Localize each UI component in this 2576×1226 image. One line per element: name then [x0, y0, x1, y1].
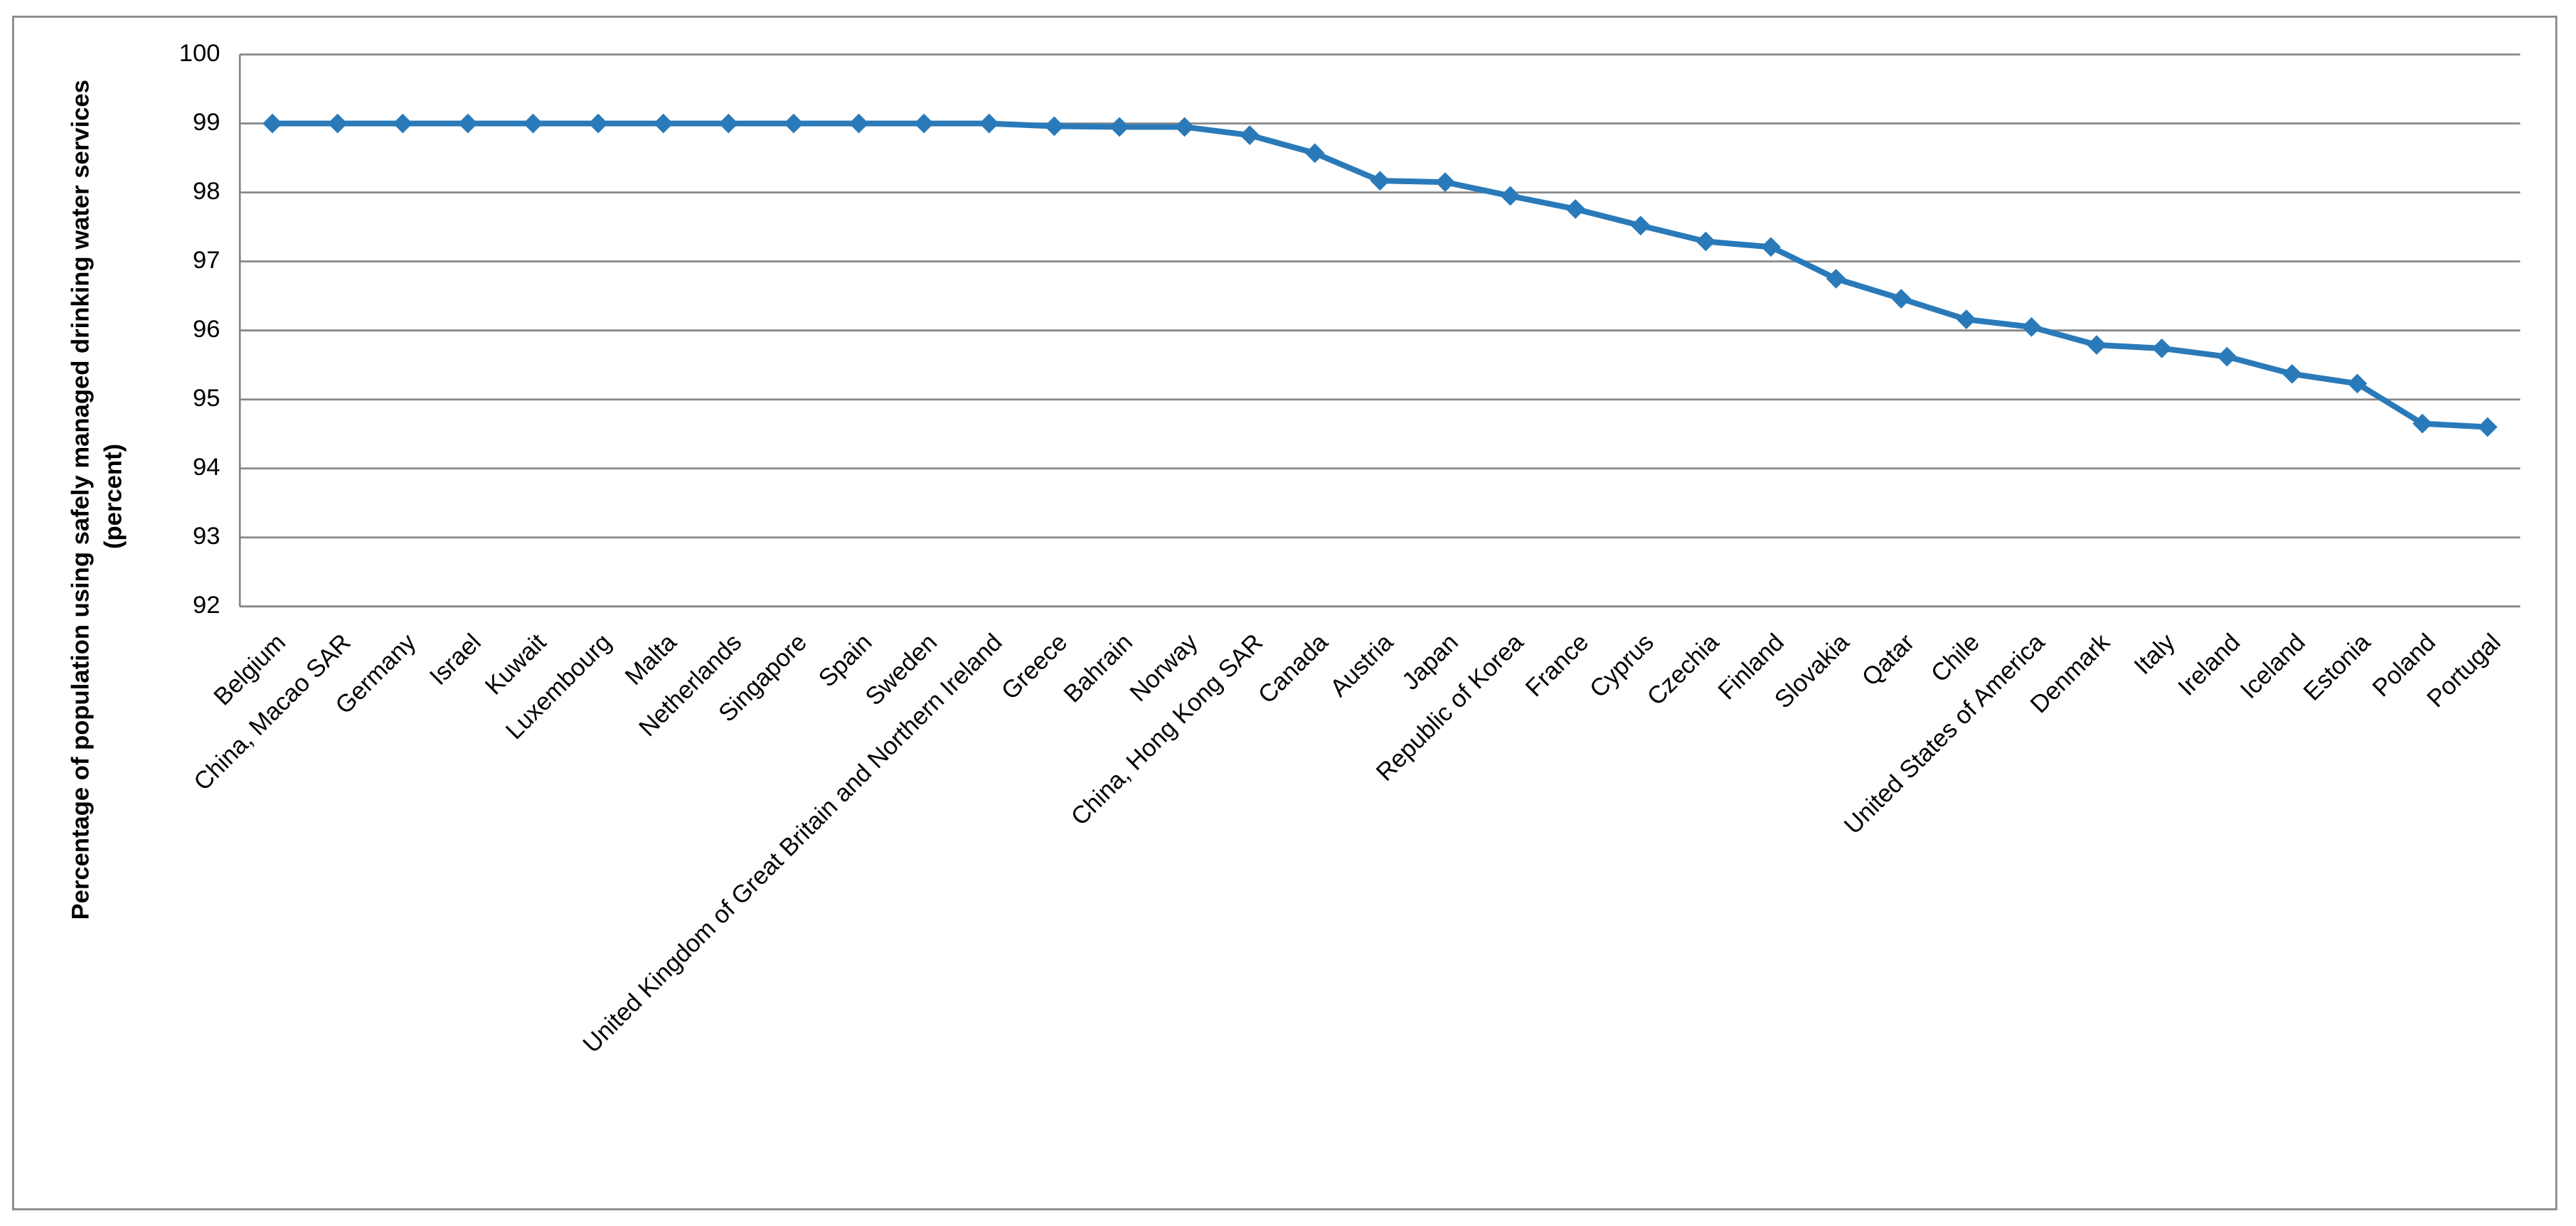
data-point	[1435, 172, 1455, 192]
data-point	[2282, 363, 2302, 384]
y-tick-label: 99	[193, 109, 220, 136]
data-point	[1630, 215, 1651, 236]
data-point	[1956, 309, 1976, 330]
chart-border	[12, 16, 2558, 1210]
y-tick-label: 98	[193, 178, 220, 205]
data-point	[2412, 413, 2432, 434]
y-tick-label: 97	[193, 247, 220, 274]
data-point	[2087, 335, 2107, 355]
y-tick-label: 95	[193, 385, 220, 412]
y-tick-label: 100	[179, 40, 220, 67]
data-point	[1304, 143, 1325, 164]
y-axis-label: Percentage of population using safely ma…	[68, 73, 127, 920]
data-point	[1240, 125, 1260, 145]
data-point	[1891, 289, 1912, 309]
y-tick-label: 92	[193, 592, 220, 619]
data-point	[2151, 339, 2172, 358]
y-tick-label: 94	[193, 454, 220, 481]
y-tick-label: 96	[193, 316, 220, 343]
data-point	[1370, 171, 1390, 191]
data-point	[1696, 231, 1716, 252]
y-tick-label: 93	[193, 523, 220, 550]
data-point	[2021, 316, 2042, 337]
